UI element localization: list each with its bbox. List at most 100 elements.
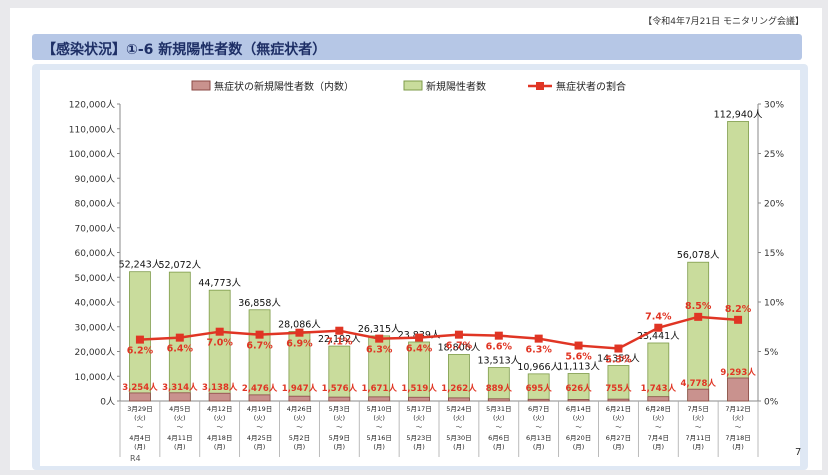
y-right-tick-label: 0% bbox=[764, 398, 779, 408]
y-left-tick-label: 90,000人 bbox=[75, 174, 116, 185]
x-tick-label-tilde: ～ bbox=[296, 423, 303, 431]
bar-asymptomatic-cases bbox=[129, 392, 151, 402]
x-tick-label-start-day: (火) bbox=[653, 414, 665, 422]
bar-asymptomatic-cases bbox=[727, 377, 749, 402]
x-tick-label-end-day: (月) bbox=[573, 443, 585, 451]
ratio-value-label: 7.0% bbox=[207, 338, 234, 349]
slide-page: 【令和4年7月21日 モニタリング会議】 【感染状況】①-6 新規陽性者数（無症… bbox=[10, 8, 822, 470]
bar-asymptomatic-value-label: 1,743人 bbox=[641, 383, 677, 394]
x-tick-label-tilde: ～ bbox=[496, 423, 503, 431]
x-tick-label-end-day: (月) bbox=[294, 443, 306, 451]
x-tick-label-tilde: ～ bbox=[575, 423, 582, 431]
x-tick-label-end: 6月13日 bbox=[526, 434, 551, 442]
x-tick-label-start-day: (火) bbox=[573, 414, 585, 422]
x-tick-label-end-day: (月) bbox=[413, 443, 425, 451]
chart-panel: 0人 10,000人 20,000人 30,000人 40,000人 50,000人 60,… bbox=[32, 64, 808, 470]
y-left-tick-label: 80,000人 bbox=[75, 199, 116, 210]
x-tick-label-start: 6月7日 bbox=[528, 405, 549, 413]
x-tick-label-end-day: (月) bbox=[533, 443, 545, 451]
bar-asymptomatic-value-label: 1,947人 bbox=[282, 383, 318, 394]
x-tick-label-end-day: (月) bbox=[692, 443, 704, 451]
x-tick-label-start-day: (火) bbox=[533, 414, 545, 422]
ratio-value-label: 5.6% bbox=[565, 352, 592, 363]
y-right-tick-label: 20% bbox=[764, 200, 784, 210]
chart-svg: 0人 10,000人 20,000人 30,000人 40,000人 50,000人 60,… bbox=[69, 80, 785, 463]
bar-asymptomatic-cases bbox=[248, 394, 271, 402]
x-tick-label-tilde: ～ bbox=[655, 423, 662, 431]
bar-total-value-label: 22,192人 bbox=[318, 334, 361, 345]
ratio-point bbox=[335, 326, 344, 335]
bar-total-value-label: 23,441人 bbox=[637, 331, 680, 342]
bar-total-value-label: 10,966人 bbox=[517, 362, 560, 373]
x-tick-label-start-day: (火) bbox=[613, 414, 625, 422]
ratio-value-label: 6.3% bbox=[526, 345, 553, 356]
bar-asymptomatic-cases bbox=[208, 392, 231, 402]
x-tick-label-start-day: (火) bbox=[334, 414, 346, 422]
y-left-tick-label: 30,000人 bbox=[75, 322, 116, 333]
x-tick-label-start-day: (火) bbox=[134, 414, 146, 422]
ratio-point bbox=[534, 334, 543, 343]
ratio-point bbox=[375, 334, 384, 343]
bar-asymptomatic-value-label: 4,778人 bbox=[680, 378, 716, 389]
bar-asymptomatic-value-label: 889人 bbox=[486, 383, 513, 394]
x-tick-label-end-day: (月) bbox=[334, 443, 346, 451]
x-tick-label-start-day: (火) bbox=[214, 414, 226, 422]
x-tick-label-start-day: (火) bbox=[692, 414, 704, 422]
bar-total-value-label: 56,078人 bbox=[677, 250, 720, 261]
ratio-value-label: 8.2% bbox=[725, 304, 752, 315]
legend-total-swatch bbox=[403, 80, 423, 91]
ratio-value-label: 6.4% bbox=[406, 344, 433, 355]
bar-asymptomatic-cases bbox=[527, 398, 550, 402]
bar-asymptomatic-value-label: 695人 bbox=[526, 383, 553, 394]
bar-total-value-label: 52,072人 bbox=[158, 260, 201, 271]
bar-total-value-label: 11,113人 bbox=[557, 361, 600, 372]
ratio-value-label: 6.3% bbox=[366, 345, 393, 356]
x-tick-label-end-day: (月) bbox=[373, 443, 385, 451]
bar-asymptomatic-value-label: 2,476人 bbox=[242, 383, 278, 394]
x-tick-label-tilde: ～ bbox=[216, 423, 223, 431]
ratio-line bbox=[139, 315, 739, 350]
bar-asymptomatic-value-label: 755人 bbox=[605, 383, 632, 394]
x-tick-label-start: 7月12日 bbox=[725, 405, 750, 413]
x-tick-label-end: 7月11日 bbox=[685, 434, 710, 442]
bar-asymptomatic-value-label: 1,576人 bbox=[322, 383, 358, 394]
bar-asymptomatic-cases bbox=[567, 399, 590, 402]
x-tick-label-start: 4月5日 bbox=[169, 405, 190, 413]
bar-asymptomatic-cases bbox=[368, 396, 391, 402]
x-tick-label-start-day: (火) bbox=[453, 414, 465, 422]
bar-total-value-label: 36,858人 bbox=[238, 298, 281, 309]
y-left-tick-label: 110,000人 bbox=[69, 124, 115, 135]
x-tick-label-end-day: (月) bbox=[174, 443, 186, 451]
legend-ratio-label: 無症状者の割合 bbox=[556, 80, 626, 93]
y-right-tick-label: 25% bbox=[764, 150, 784, 160]
x-tick-label-start-day: (火) bbox=[373, 414, 385, 422]
bar-asymptomatic-cases bbox=[328, 396, 351, 402]
bar-total-cases bbox=[727, 121, 749, 402]
y-left-tick-label: 20,000人 bbox=[75, 347, 116, 358]
slide-header-bar: 【感染状況】①-6 新規陽性者数（無症状者） bbox=[32, 34, 802, 60]
y-left-tick-label: 10,000人 bbox=[75, 372, 116, 383]
legend-total-label: 新規陽性者数 bbox=[426, 80, 486, 93]
ratio-point bbox=[135, 335, 144, 344]
y-left-tick-label: 100,000人 bbox=[69, 149, 115, 160]
x-tick-label-start-day: (火) bbox=[294, 414, 306, 422]
x-tick-label-start: 6月28日 bbox=[646, 405, 671, 413]
bar-asymptomatic-value-label: 1,262人 bbox=[441, 383, 477, 394]
ratio-point bbox=[694, 312, 703, 321]
x-tick-label-end-day: (月) bbox=[134, 443, 146, 451]
bar-total-value-label: 13,513人 bbox=[477, 356, 520, 367]
x-tick-label-start: 6月21日 bbox=[606, 405, 631, 413]
slide-title: 【感染状況】①-6 新規陽性者数（無症状者） bbox=[42, 42, 327, 58]
x-tick-label-end: 5月9日 bbox=[329, 434, 350, 442]
x-tick-label-tilde: ～ bbox=[336, 423, 343, 431]
x-tick-label-end: 6月6日 bbox=[488, 434, 509, 442]
bar-asymptomatic-cases bbox=[168, 392, 191, 402]
ratio-point bbox=[175, 333, 184, 342]
x-tick-label-end: 6月27日 bbox=[606, 434, 631, 442]
x-tick-label-end-day: (月) bbox=[214, 443, 226, 451]
y-right-tick-label: 5% bbox=[764, 348, 779, 358]
ratio-value-label: 8.5% bbox=[685, 301, 712, 312]
x-tick-label-tilde: ～ bbox=[695, 423, 702, 431]
x-tick-label-start: 5月31日 bbox=[486, 405, 511, 413]
x-tick-label-start: 4月26日 bbox=[287, 405, 312, 413]
